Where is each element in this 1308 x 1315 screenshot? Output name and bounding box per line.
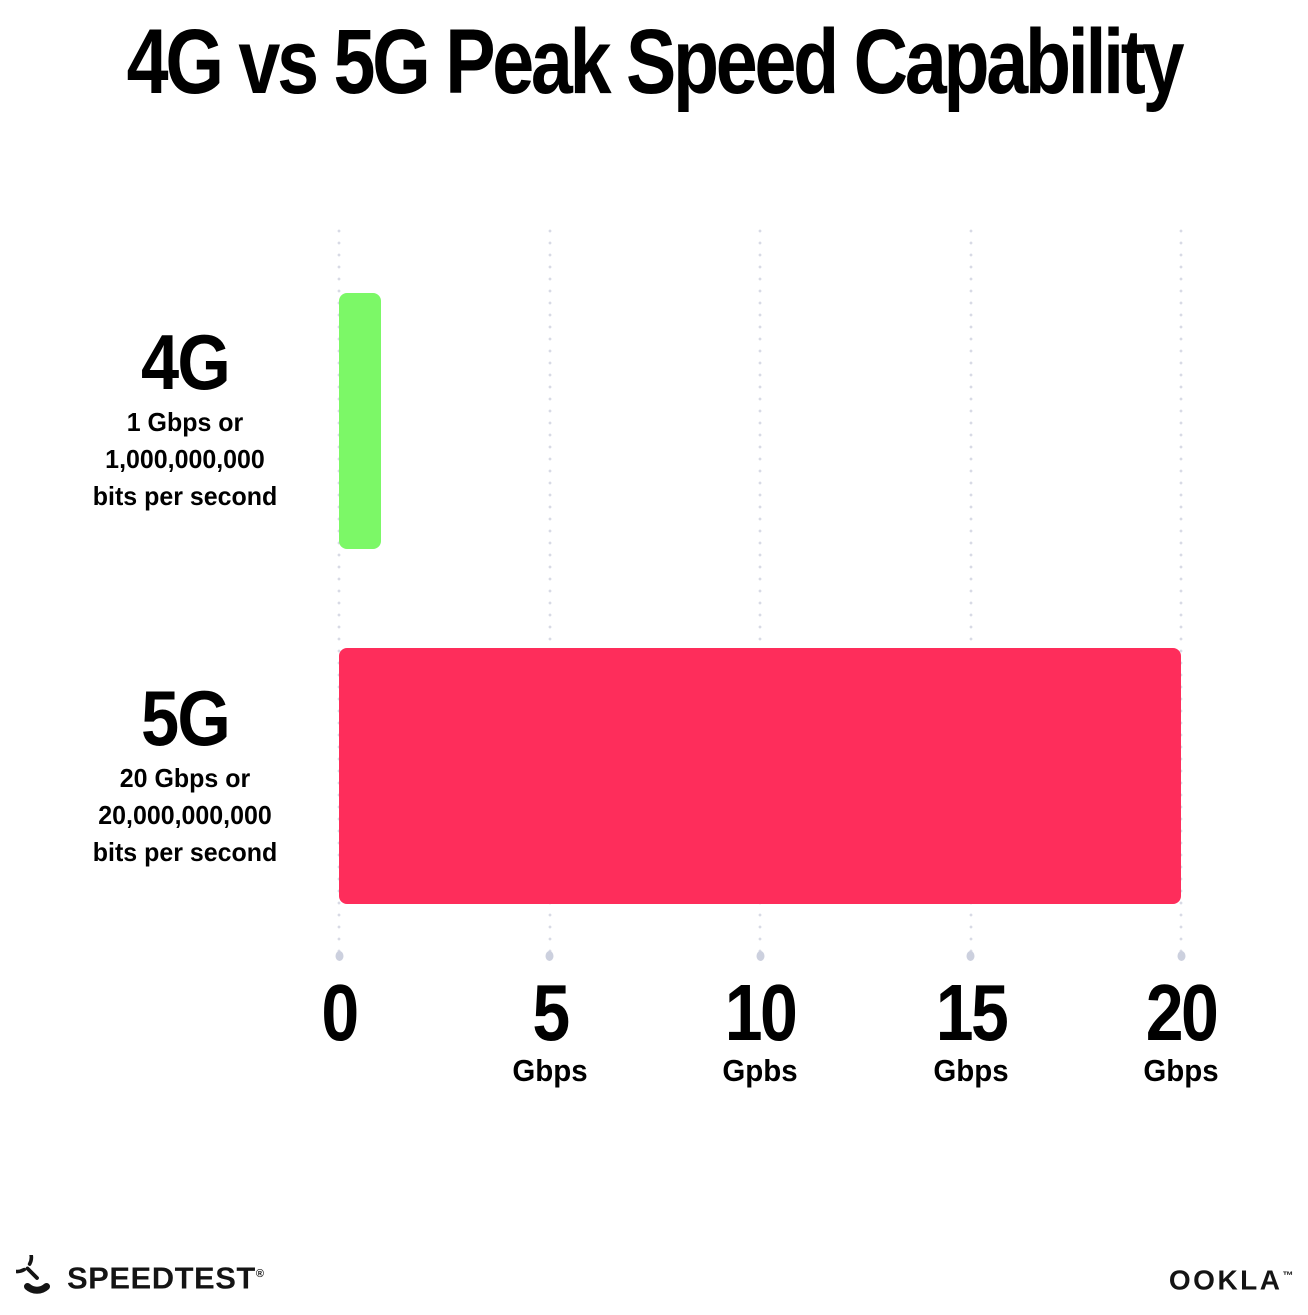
gridline-end-dot [756,951,764,961]
bar-5g [339,648,1181,904]
gridline [545,225,554,961]
gridline [335,225,343,961]
gridline-end-dot [966,951,975,961]
x-tick-label: 10 Gpbs [719,972,802,1088]
speedtest-wordmark: SPEEDTEST® [67,1260,265,1296]
x-tick-unit: Gbps [932,1053,1009,1088]
x-axis-ticks: 0 5 Gbps 10 Gpbs 15 Gbps 20 Gbps [321,972,1218,1102]
speedtest-registered-mark: ® [255,1267,265,1280]
ookla-wordmark: OOKLA [1168,1264,1283,1296]
row-label-5g-name: 5G [140,674,231,762]
row-label-5g-desc-line2: 20,000,000,000 [98,800,272,830]
x-tick-unit: Gpbs [722,1053,798,1088]
x-tick-label: 20 Gbps [1140,972,1223,1088]
ookla-logo: OOKLA™ [1169,1258,1296,1298]
x-tick-value: 0 [321,968,359,1057]
row-label-4g-name: 4G [140,318,231,406]
gridline-end-dot [335,951,343,961]
speedtest-logo: SPEEDTEST® [16,1252,264,1300]
x-tick-value: 20 [1145,968,1219,1057]
x-tick-value: 5 [531,968,570,1057]
x-tick-label: 0 [318,972,360,1054]
chart-title: 4G vs 5G Peak Speed Capability [126,11,1185,113]
x-tick-value: 10 [724,968,798,1057]
plot-area [335,225,1185,961]
gridline [756,225,764,961]
row-label-4g-desc-line3: bits per second [92,481,278,511]
row-label-4g-desc-line2: 1,000,000,000 [105,444,265,474]
row-label-4g-desc-line1: 1 Gbps or [126,407,244,437]
ookla-trademark-mark: ™ [1282,1270,1296,1282]
gridline-end-dot [545,951,554,961]
row-label-4g: 4G 1 Gbps or 1,000,000,000 bits per seco… [20,320,350,515]
x-tick-label: 15 Gbps [929,972,1012,1088]
x-tick-unit: Gbps [511,1053,588,1088]
x-tick-unit: Gbps [1143,1053,1219,1088]
row-label-5g-desc-line1: 20 Gbps or [119,763,251,793]
x-tick-label: 5 Gbps [510,972,589,1088]
x-tick-value: 15 [935,968,1008,1057]
speedometer-gauge-icon [16,1255,58,1297]
bar-4g [339,293,382,549]
row-label-5g: 5G 20 Gbps or 20,000,000,000 bits per se… [20,676,350,871]
gridline [966,225,975,961]
gridline-end-dot [1177,951,1185,961]
gridline [1177,225,1185,961]
row-label-5g-desc-line3: bits per second [92,837,278,867]
